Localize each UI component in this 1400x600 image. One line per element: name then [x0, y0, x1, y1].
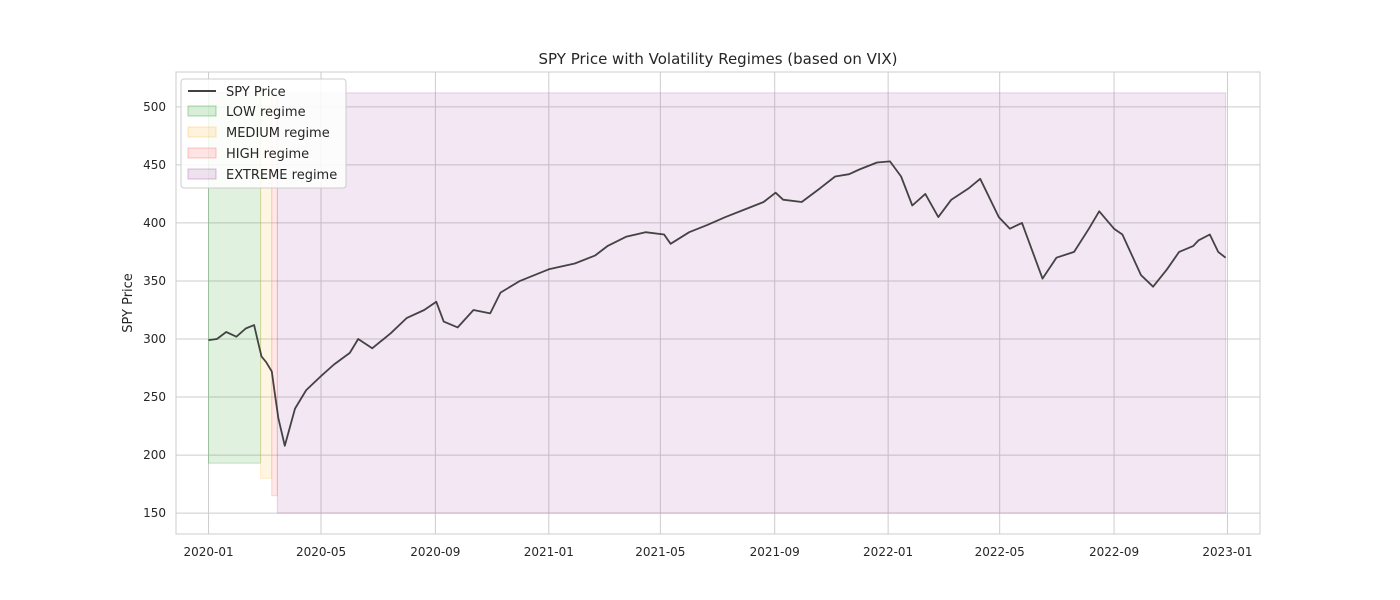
legend-swatch-low-regime	[187, 105, 217, 117]
y-tick-label-450: 450	[143, 158, 166, 172]
y-tick-label-500: 500	[143, 100, 166, 114]
x-tick-label-2022-09: 2022-09	[1089, 545, 1139, 559]
legend-swatch-high-regime	[187, 147, 217, 159]
y-tick-label-300: 300	[143, 332, 166, 346]
x-tick-label-2023-01: 2023-01	[1202, 545, 1252, 559]
legend-label-extreme-regime: EXTREME regime	[226, 168, 337, 183]
x-tick-label-2020-05: 2020-05	[296, 545, 346, 559]
legend-swatch-extreme-regime	[187, 168, 217, 180]
x-tick-labels: 2020-01 2020-05 2020-09 2021-01 2021-05 2021-…	[183, 545, 1252, 559]
y-tick-label-150: 150	[143, 506, 166, 520]
legend-swatch-medium-regime	[187, 126, 217, 138]
regime-band-extreme-regime	[276, 92, 1227, 514]
x-tick-label-2021-05: 2021-05	[635, 545, 685, 559]
y-tick-label-250: 250	[143, 390, 166, 404]
y-tick-labels: 150 200 250 300 350 400 450 500	[143, 100, 166, 520]
regime-layer	[208, 92, 1227, 514]
line-layer	[208, 160, 1227, 447]
chart-title: SPY Price with Volatility Regimes (based…	[539, 50, 898, 68]
plot-frame	[175, 71, 1261, 535]
y-tick-label-200: 200	[143, 448, 166, 462]
legend-label-high-regime: HIGH regime	[226, 147, 309, 162]
y-axis-title: SPY Price	[121, 273, 136, 333]
x-tick-label-2020-01: 2020-01	[183, 545, 233, 559]
x-tick-label-2022-05: 2022-05	[975, 545, 1025, 559]
plot-area	[176, 72, 1260, 534]
x-tick-label-2021-01: 2021-01	[524, 545, 574, 559]
legend-label-low-regime: LOW regime	[226, 105, 306, 120]
legend-label-medium-regime: MEDIUM regime	[226, 126, 330, 141]
grid-layer	[176, 72, 1260, 534]
legend-frame	[180, 78, 347, 189]
x-tick-label-2022-01: 2022-01	[863, 545, 913, 559]
series-line-spy-price	[208, 160, 1227, 447]
x-tick-label-2020-09: 2020-09	[410, 545, 460, 559]
legend-label-spy-price: SPY Price	[226, 85, 286, 100]
legend: SPY Price LOW regime MEDIUM regime HIGH …	[180, 78, 347, 189]
y-tick-label-350: 350	[143, 274, 166, 288]
y-tick-label-400: 400	[143, 216, 166, 230]
x-tick-label-2021-09: 2021-09	[750, 545, 800, 559]
